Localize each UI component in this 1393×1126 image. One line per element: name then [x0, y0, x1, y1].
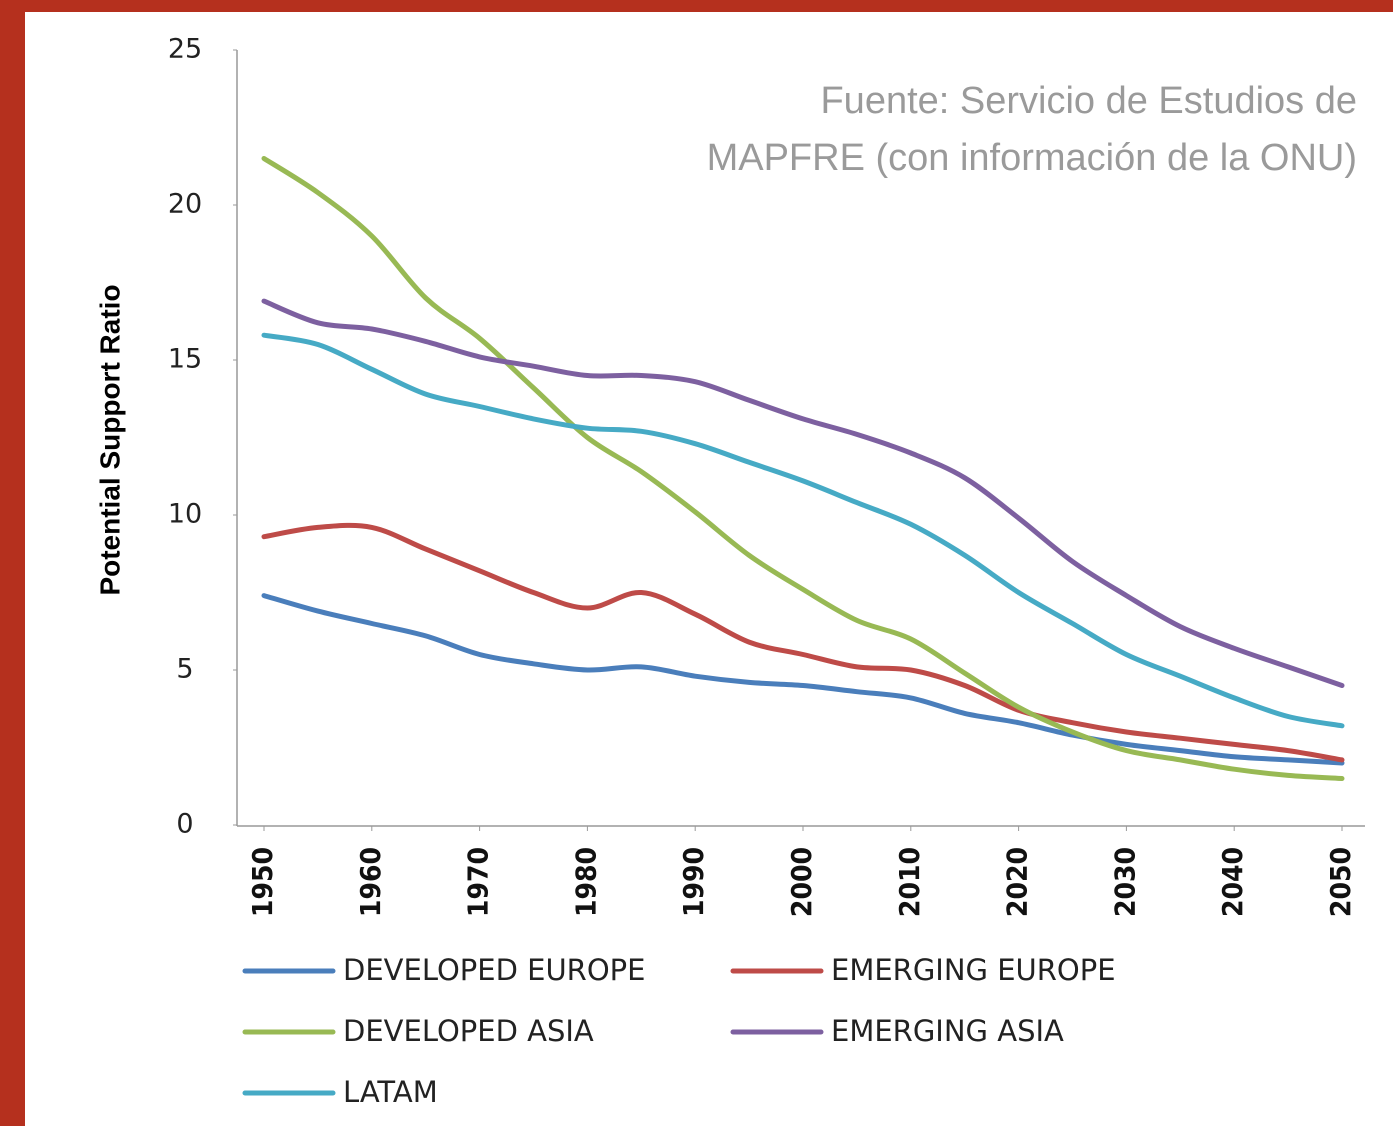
annotation: MAPFRE (con información de la ONU): [707, 137, 1357, 179]
x-tick-label: 2030: [1108, 847, 1141, 917]
x-tick-label: 2040: [1216, 847, 1249, 917]
y-tick-label: 25: [168, 34, 202, 65]
annotation: Fuente: Servicio de Estudios de: [820, 80, 1357, 122]
x-tick-label: 1950: [246, 847, 279, 917]
x-tick-label: 1990: [677, 847, 710, 917]
x-tick-label: 1980: [569, 847, 602, 917]
x-tick-label: 1970: [462, 847, 495, 917]
legend-label: DEVELOPED EUROPE: [343, 953, 645, 987]
y-tick-label: 15: [168, 344, 202, 375]
legend-label: EMERGING ASIA: [831, 1014, 1064, 1048]
y-tick-label: 20: [168, 189, 202, 220]
x-tick-label: 2050: [1324, 847, 1357, 917]
y-tick-label: 0: [176, 809, 193, 840]
legend-label: DEVELOPED ASIA: [343, 1014, 594, 1048]
y-axis-label: Potential Support Ratio: [94, 284, 125, 595]
x-tick-label: 2010: [893, 847, 926, 917]
series-line: [261, 298, 1345, 688]
x-tick-label: 1960: [354, 847, 387, 917]
legend-label: EMERGING EUROPE: [831, 953, 1116, 987]
x-tick-label: 2000: [785, 847, 818, 917]
series-line: [261, 593, 1345, 766]
legend-label: LATAM: [343, 1075, 438, 1109]
y-tick-label: 10: [168, 499, 202, 530]
series-line: [261, 156, 1345, 781]
y-tick-label: 5: [176, 654, 193, 685]
series-line: [261, 332, 1345, 729]
x-tick-label: 2020: [1001, 847, 1034, 917]
series-line: [261, 522, 1345, 763]
background: [25, 12, 1393, 1126]
